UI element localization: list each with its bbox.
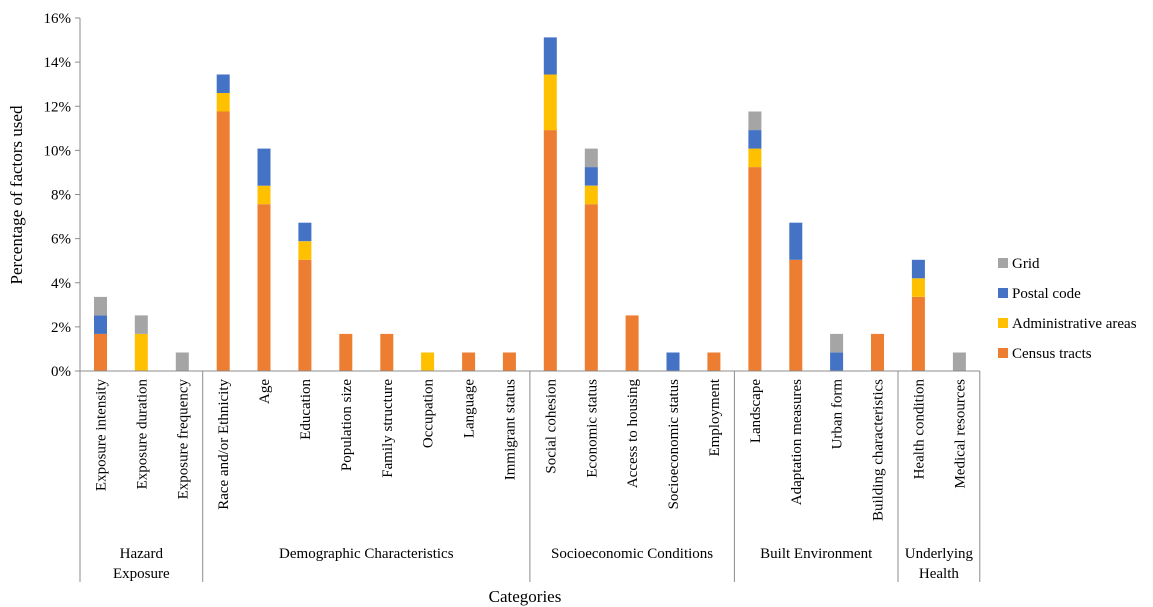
bar-segment-postal-code [748, 130, 761, 149]
y-tick-label: 0% [51, 364, 71, 380]
x-tick-label: Education [298, 379, 314, 440]
legend-label: Administrative areas [1012, 316, 1137, 332]
group-label: Hazard [120, 546, 164, 562]
bar-segment-postal-code [217, 75, 230, 94]
legend-swatch [998, 288, 1008, 298]
x-tick-label: Exposure frequency [175, 379, 191, 500]
bar-segment-postal-code [544, 37, 557, 74]
bar-segment-administrative-areas [544, 75, 557, 131]
bar-segment-census-tracts [258, 204, 271, 371]
x-tick-label: Urban form [830, 379, 846, 450]
bar-segment-grid [94, 297, 107, 316]
bar-segment-census-tracts [462, 353, 475, 372]
bar-segment-census-tracts [912, 297, 925, 371]
y-tick-label: 16% [44, 11, 72, 27]
legend-swatch [998, 318, 1008, 328]
x-tick-label: Health condition [911, 379, 927, 480]
bar-segment-census-tracts [217, 112, 230, 372]
bar-segment-administrative-areas [135, 334, 148, 371]
bar-segment-census-tracts [626, 315, 639, 371]
x-tick-label: Economic status [584, 379, 600, 478]
x-tick-label: Immigrant status [503, 379, 519, 480]
y-tick-label: 12% [44, 99, 72, 115]
y-tick-label: 10% [44, 143, 72, 159]
bar-segment-census-tracts [789, 260, 802, 371]
bar-segment-census-tracts [585, 204, 598, 371]
bars [94, 37, 966, 371]
bar-segment-administrative-areas [258, 186, 271, 205]
x-tick-label: Adaptation measures [789, 379, 805, 505]
bar-segment-administrative-areas [421, 353, 434, 372]
x-tick-label: Exposure intensity [94, 379, 110, 492]
x-axis-title: Categories [489, 587, 562, 606]
legend-swatch [998, 348, 1008, 358]
legend-label: Census tracts [1012, 346, 1092, 362]
bar-segment-administrative-areas [585, 186, 598, 205]
bar-segment-postal-code [585, 167, 598, 186]
bar-segment-postal-code [789, 223, 802, 260]
bar-segment-grid [953, 353, 966, 372]
legend-swatch [998, 258, 1008, 268]
x-tick-label: Access to housing [625, 379, 641, 489]
group-label: Socioeconomic Conditions [551, 546, 713, 562]
x-tick-label: Exposure duration [134, 379, 150, 490]
x-tick-label: Employment [707, 378, 723, 456]
x-tick-label: Landscape [748, 379, 764, 443]
bar-segment-grid [748, 112, 761, 131]
bar-segment-administrative-areas [912, 278, 925, 297]
group-label: Health [919, 566, 959, 582]
group-label: Demographic Characteristics [279, 546, 454, 562]
x-tick-label: Age [257, 379, 273, 404]
bar-segment-postal-code [667, 353, 680, 372]
bar-segment-census-tracts [871, 334, 884, 371]
bar-segment-postal-code [298, 223, 311, 242]
bar-segment-grid [135, 315, 148, 334]
x-tick-label: Family structure [380, 379, 396, 478]
x-tick-label: Occupation [421, 379, 437, 449]
bar-segment-census-tracts [748, 167, 761, 371]
y-axis: 0% 2% 4% 6% 8% 10% 12% 14% 16% [44, 11, 81, 380]
bar-segment-census-tracts [707, 353, 720, 372]
x-axis: Exposure intensity Exposure duration Expos… [80, 371, 980, 582]
x-tick-label: Building characteristics [871, 379, 887, 521]
bar-segment-grid [830, 334, 843, 353]
x-tick-label: Socioeconomic status [666, 379, 682, 510]
bar-segment-grid [585, 149, 598, 168]
y-tick-label: 2% [51, 320, 71, 336]
y-axis-title: Percentage of factors used [7, 105, 26, 284]
bar-segment-administrative-areas [217, 93, 230, 112]
y-tick-label: 8% [51, 188, 71, 204]
group-label: Built Environment [760, 546, 873, 562]
bar-segment-census-tracts [544, 130, 557, 371]
y-tick-label: 6% [51, 232, 71, 248]
bar-segment-postal-code [912, 260, 925, 279]
legend-label: Grid [1012, 256, 1040, 272]
bar-segment-census-tracts [380, 334, 393, 371]
group-label: Exposure [113, 566, 170, 582]
bar-segment-administrative-areas [298, 241, 311, 259]
bar-segment-postal-code [258, 149, 271, 186]
bar-segment-postal-code [94, 315, 107, 334]
x-tick-label: Population size [339, 379, 355, 471]
legend: Grid Postal code Administrative areas Censu… [998, 256, 1137, 362]
bar-segment-census-tracts [503, 353, 516, 372]
x-tick-label: Language [462, 379, 478, 438]
bar-segment-grid [176, 353, 189, 372]
x-tick-label: Medical resources [952, 379, 968, 489]
y-tick-label: 14% [44, 55, 72, 71]
group-label: Underlying [905, 546, 974, 562]
x-tick-label: Race and/or Ethnicity [216, 379, 232, 510]
bar-segment-postal-code [830, 353, 843, 372]
bar-segment-census-tracts [94, 334, 107, 371]
bar-segment-census-tracts [339, 334, 352, 371]
bar-segment-administrative-areas [748, 149, 761, 168]
legend-label: Postal code [1012, 286, 1081, 302]
bar-segment-census-tracts [298, 260, 311, 371]
y-tick-label: 4% [51, 276, 71, 292]
x-tick-label: Social cohesion [543, 379, 559, 474]
